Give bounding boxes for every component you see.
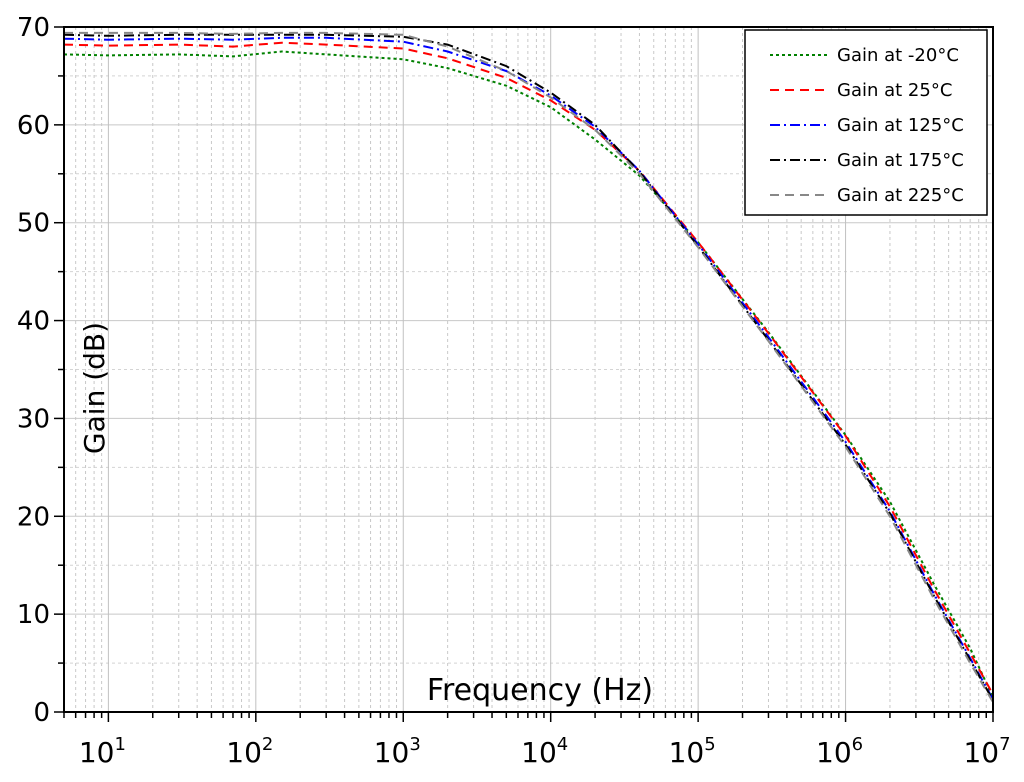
series-line-2 [63,41,994,695]
x-tick-label: 104 [521,734,568,769]
y-tick-label: 20 [17,502,50,532]
y-tick-label: 30 [17,404,50,434]
x-tick-label: 105 [669,734,716,769]
labels-layer: Frequency (Hz) Gain (dB) [78,322,653,708]
y-axis-title: Gain (dB) [78,322,111,454]
legend-label: Gain at 125°C [837,115,964,136]
y-tick-label: 50 [17,209,50,239]
x-tick-label: 106 [816,734,863,769]
y-tick-label: 0 [33,698,50,728]
y-tick-label: 10 [17,600,50,630]
legend-label: Gain at 25°C [837,80,952,101]
series-line-5 [64,31,994,703]
x-tick-label: 102 [226,734,273,769]
x-tick-label: 103 [374,734,421,769]
y-tick-label: 70 [17,13,50,43]
legend: Gain at -20°C Gain at 25°C Gain at 125°C Ga… [744,29,988,216]
legend-label: Gain at -20°C [837,45,959,66]
legend-label: Gain at 225°C [837,185,964,206]
y-tick-label: 60 [17,111,50,141]
x-tick-label: 107 [963,734,1010,769]
series-layer [63,31,994,703]
x-axis-title: Frequency (Hz) [427,673,653,708]
legend-label: Gain at 175°C [837,150,964,171]
x-tick-label: 101 [79,734,126,769]
y-tick-label: 40 [17,307,50,337]
ticks-layer: 0 10 20 30 40 50 60 70 101 102 103 104 105 106 107 [17,13,1011,769]
legend-box [744,29,988,216]
series-line-1 [63,50,994,698]
series-line-3 [63,36,994,700]
